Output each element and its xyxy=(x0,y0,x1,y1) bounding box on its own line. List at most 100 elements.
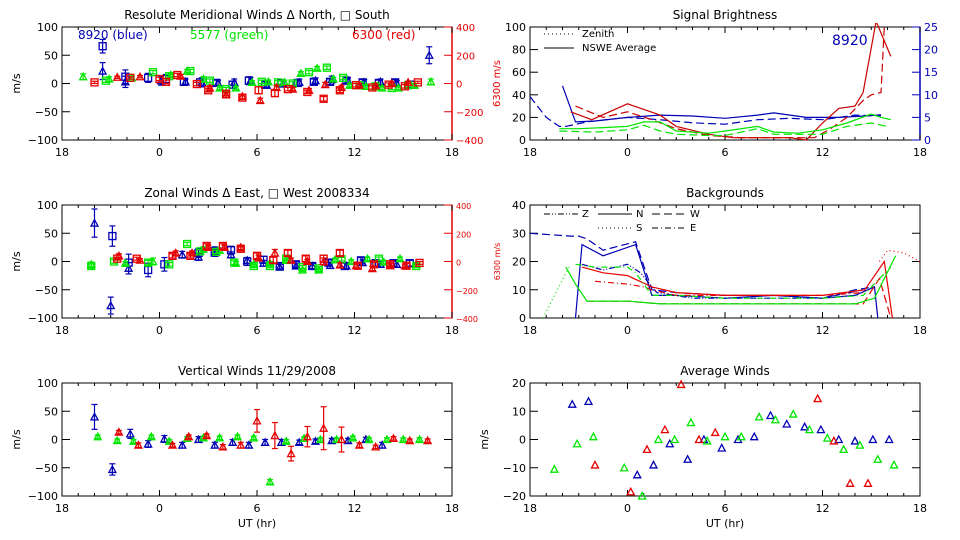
x-tick-label: 12 xyxy=(348,324,362,337)
y-tick-label: 50 xyxy=(44,227,58,240)
data-point-triangle xyxy=(286,255,296,264)
data-point-triangle xyxy=(315,434,325,444)
data-point-square xyxy=(230,258,239,267)
data-point-triangle xyxy=(423,435,433,445)
data-point-triangle xyxy=(717,443,727,452)
data-point-square xyxy=(319,254,328,263)
y-axis-label: m/s xyxy=(10,429,23,449)
y-tick-label: 20 xyxy=(512,111,526,124)
data-point-triangle xyxy=(231,83,241,92)
data-point-square xyxy=(269,255,278,265)
data-layer xyxy=(530,23,892,141)
right-y-tick-label: 10 xyxy=(924,89,938,102)
data-point-triangle xyxy=(788,409,798,418)
data-point-square xyxy=(293,78,302,88)
data-point-square xyxy=(386,260,395,269)
data-point-triangle xyxy=(648,460,659,469)
data-point-triangle xyxy=(377,440,387,449)
data-point-triangle xyxy=(177,440,187,449)
right-y-tick-label: 25 xyxy=(924,21,938,34)
data-point-triangle xyxy=(388,433,399,443)
series-line-8920-z xyxy=(581,263,864,299)
data-point-triangle xyxy=(291,261,301,270)
data-point-square xyxy=(202,241,211,251)
series-line-6300-zenith xyxy=(575,26,885,139)
data-point-square xyxy=(236,244,245,253)
data-point-triangle xyxy=(749,431,759,441)
right-y-tick-label: 400 xyxy=(456,202,471,211)
series-line-5577-s xyxy=(542,266,570,319)
data-layer xyxy=(530,232,920,319)
y-tick-label: 60 xyxy=(512,66,526,79)
series-line-8920-zenith xyxy=(530,96,882,128)
data-point-square xyxy=(322,63,332,72)
data-point-triangle xyxy=(822,433,832,442)
x-tick-label: 18 xyxy=(523,324,537,337)
data-point-square xyxy=(161,77,171,86)
data-point-triangle xyxy=(167,440,178,449)
data-layer xyxy=(78,38,436,105)
series-line-6300-n xyxy=(581,259,893,319)
data-point-triangle xyxy=(281,436,291,445)
data-point-triangle xyxy=(626,486,636,496)
data-point-triangle xyxy=(354,440,364,449)
data-point-square xyxy=(148,68,158,77)
data-point-square xyxy=(301,254,310,263)
data-point-triangle xyxy=(800,421,810,431)
chart-title: Signal Brightness xyxy=(673,8,778,22)
annotation-label: 8920 (blue) xyxy=(78,28,148,42)
data-point-triangle xyxy=(395,253,405,263)
legend-label: Zenith xyxy=(582,29,614,40)
data-point-triangle xyxy=(804,424,815,434)
data-point-triangle xyxy=(328,74,338,83)
data-point-square xyxy=(87,261,96,271)
x-tick-label: 6 xyxy=(254,502,261,515)
data-point-square xyxy=(113,254,122,263)
data-point-triangle xyxy=(426,76,436,86)
data-point-square xyxy=(168,251,177,261)
data-point-square xyxy=(413,78,423,87)
data-point-triangle xyxy=(332,434,342,444)
x-tick-label: 6 xyxy=(722,146,729,159)
data-point-triangle xyxy=(765,410,776,420)
data-point-square xyxy=(275,261,284,271)
data-point-square xyxy=(353,261,362,270)
data-point-triangle xyxy=(320,79,330,89)
x-tick-label: 18 xyxy=(913,324,927,337)
data-point-square xyxy=(309,77,319,86)
y-tick-label: −50 xyxy=(35,284,58,297)
annotation-label: 5577 (green) xyxy=(190,28,268,42)
data-point-triangle xyxy=(93,431,103,441)
data-point-triangle xyxy=(330,254,340,264)
data-point-triangle xyxy=(362,253,373,263)
chart-title: Resolute Meridional Winds Δ North, □ Sou… xyxy=(124,8,390,22)
legend-label: E xyxy=(690,223,696,234)
y-tick-label: −100 xyxy=(28,134,58,147)
data-point-square xyxy=(252,251,262,261)
right-y-tick-label: 15 xyxy=(924,66,938,79)
y-tick-label: 0 xyxy=(51,256,58,269)
data-point-triangle xyxy=(850,436,860,445)
data-point-square xyxy=(186,251,195,261)
series-line-5577-average xyxy=(559,113,891,134)
data-point-triangle xyxy=(665,438,675,448)
data-point-triangle xyxy=(120,258,130,267)
data-point-triangle xyxy=(299,433,309,443)
legend-label: W xyxy=(690,209,700,220)
data-point-square xyxy=(238,93,247,102)
x-tick-label: 6 xyxy=(722,502,729,515)
data-point-triangle xyxy=(637,491,647,500)
data-point-triangle xyxy=(405,435,415,445)
data-point-triangle xyxy=(133,440,143,449)
data-point-square xyxy=(400,82,410,91)
data-point-triangle xyxy=(653,434,663,444)
data-point-triangle xyxy=(619,462,629,472)
x-tick-label: 0 xyxy=(156,146,163,159)
data-point-square xyxy=(283,248,293,258)
data-point-triangle xyxy=(215,432,225,442)
data-point-square xyxy=(108,231,117,241)
data-point-triangle xyxy=(670,434,680,444)
chart-title: Backgrounds xyxy=(686,186,764,200)
